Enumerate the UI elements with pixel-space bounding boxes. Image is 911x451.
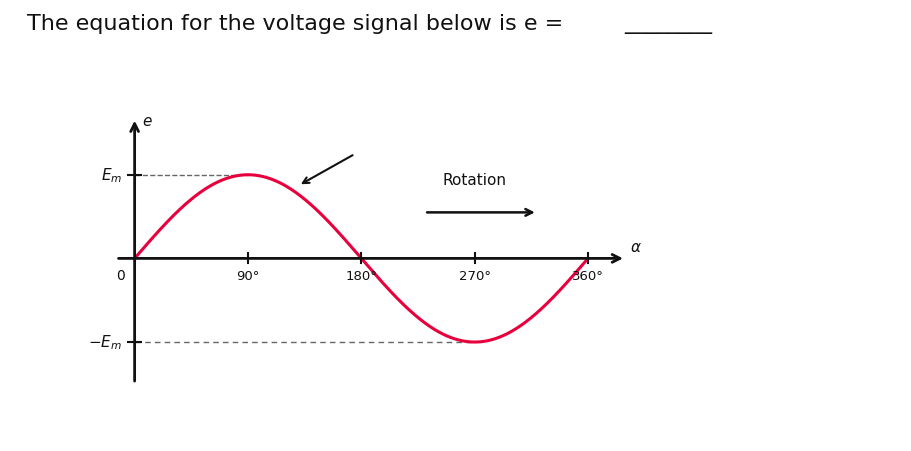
Text: ________: ________ bbox=[624, 14, 711, 33]
Text: $e$: $e$ bbox=[142, 114, 153, 129]
Text: $\alpha$: $\alpha$ bbox=[629, 239, 640, 255]
Text: $E_m$: $E_m$ bbox=[100, 166, 122, 184]
Text: The equation for the voltage signal below is e =: The equation for the voltage signal belo… bbox=[27, 14, 570, 33]
Text: Rotation: Rotation bbox=[442, 173, 507, 188]
Text: 90°: 90° bbox=[236, 270, 260, 283]
Text: 0: 0 bbox=[116, 269, 125, 283]
Text: 180°: 180° bbox=[345, 270, 377, 283]
Text: 360°: 360° bbox=[571, 270, 603, 283]
Text: 270°: 270° bbox=[458, 270, 490, 283]
Text: $-E_m$: $-E_m$ bbox=[87, 333, 122, 352]
